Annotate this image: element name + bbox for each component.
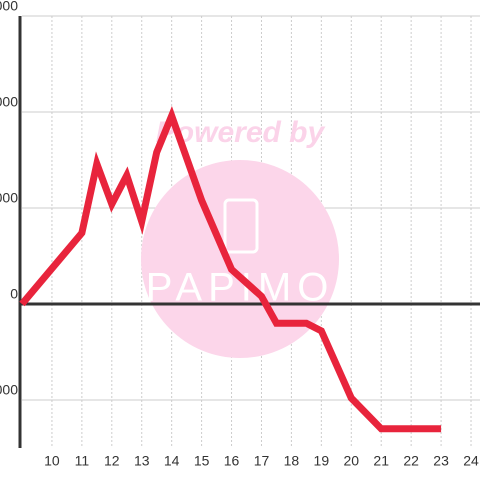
x-tick-label: 20 — [343, 453, 359, 469]
x-tick-label: 17 — [254, 453, 270, 469]
y-tick-label: 10,000 — [0, 94, 18, 110]
watermark-icon — [223, 198, 259, 254]
x-tick-label: 15 — [194, 453, 210, 469]
y-tick-label: 0 — [10, 286, 18, 302]
x-tick-label: 12 — [104, 453, 120, 469]
watermark-circle — [141, 160, 339, 358]
x-tick-label: 14 — [164, 453, 180, 469]
x-tick-label: 13 — [134, 453, 150, 469]
x-tick-label: 22 — [403, 453, 419, 469]
x-tick-label: 18 — [284, 453, 300, 469]
x-tick-label: 21 — [373, 453, 389, 469]
x-tick-label: 10 — [44, 453, 60, 469]
x-tick-label: 24 — [463, 453, 479, 469]
y-tick-label: -5,000 — [0, 382, 18, 398]
x-tick-label: 11 — [75, 453, 90, 469]
y-tick-label: 15,000 — [0, 0, 18, 14]
y-tick-label: 5,000 — [0, 190, 18, 206]
x-tick-label: 19 — [314, 453, 330, 469]
line — [19, 106, 442, 433]
x-tick-label: 23 — [433, 453, 449, 469]
x-tick-label: 16 — [224, 453, 240, 469]
